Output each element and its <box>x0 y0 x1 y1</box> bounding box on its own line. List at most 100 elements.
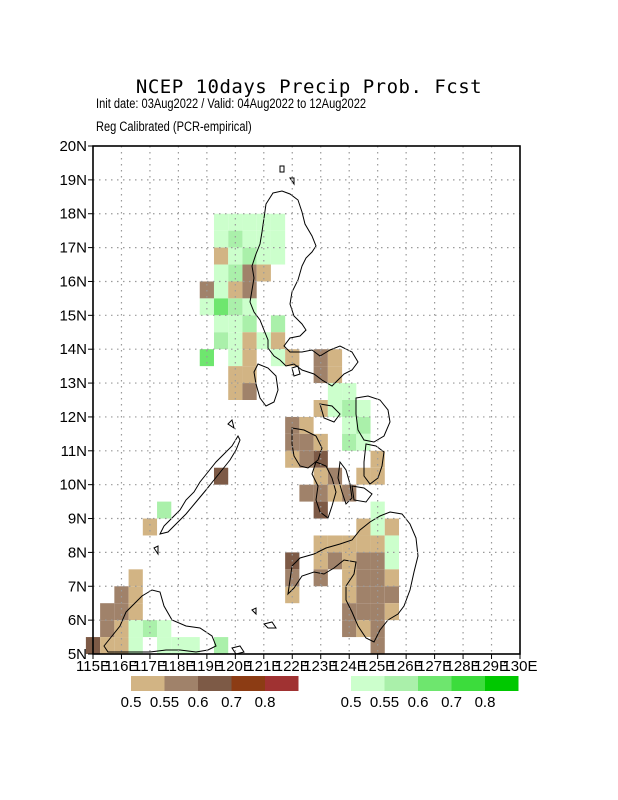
probability-cell <box>228 213 243 231</box>
lat-label: 15N <box>59 307 87 324</box>
probability-cell <box>228 298 243 316</box>
probability-cell <box>128 620 143 638</box>
probability-cell <box>370 586 385 604</box>
probability-cell <box>313 535 328 553</box>
probability-cell <box>342 603 357 621</box>
probability-cell <box>228 315 243 333</box>
probability-cell <box>313 400 328 417</box>
probability-cell <box>327 349 343 367</box>
probability-cell <box>128 586 143 604</box>
probability-cell <box>384 552 400 570</box>
lon-label: 128E <box>446 658 481 675</box>
probability-cell <box>370 620 385 638</box>
probability-cell <box>228 332 243 350</box>
probability-cell <box>242 349 257 367</box>
probability-cell <box>384 535 400 553</box>
probability-cell <box>100 620 115 638</box>
lon-label: 129E <box>474 658 509 675</box>
probability-cell <box>213 247 229 265</box>
probability-cell <box>356 586 371 604</box>
lat-label: 16N <box>59 273 87 290</box>
probability-cell <box>270 230 286 248</box>
legend-swatch <box>351 676 385 691</box>
probability-cell <box>100 603 115 621</box>
graticule <box>93 146 520 654</box>
probability-cell <box>299 484 314 502</box>
probability-cell <box>356 400 371 417</box>
lon-label: 120E <box>218 658 253 675</box>
legend-label: 0.8 <box>475 694 496 711</box>
probability-cell <box>270 332 286 350</box>
probability-cell <box>114 603 129 621</box>
probability-cell <box>114 586 129 604</box>
legend-label: 0.5 <box>121 694 142 711</box>
longitude-labels: 115E116E117E118E119E120E121E122E123E124E… <box>76 658 537 675</box>
lat-label: 18N <box>59 206 87 223</box>
lon-label: 127E <box>417 658 452 675</box>
probability-cell <box>327 366 343 384</box>
legend-label: 0.8 <box>255 694 276 711</box>
lon-label: 125E <box>360 658 395 675</box>
legend-label: 0.7 <box>441 694 462 711</box>
probability-cell <box>213 281 229 299</box>
probability-cell <box>342 569 357 587</box>
probability-cell <box>128 603 143 621</box>
lon-label: 123E <box>303 658 338 675</box>
probability-cell <box>342 416 357 434</box>
lon-label: 117E <box>133 658 167 675</box>
lat-label: 7N <box>68 578 87 595</box>
probability-cell <box>242 332 257 350</box>
probability-cell <box>285 586 300 604</box>
lat-label: 5N <box>68 646 87 663</box>
probability-cell <box>185 637 200 654</box>
probability-cell <box>213 213 229 231</box>
legend-label: 0.5 <box>341 694 362 711</box>
latitude-labels: 5N 6N 7N 8N 9N 10N 11N 12N 13N 14N 15N 16N 17N 18N 19N… <box>59 138 87 663</box>
map-subtitle-dates: Init date: 03Aug2022 / Valid: 04Aug2022 … <box>96 96 367 111</box>
legend-swatch <box>131 676 165 691</box>
axis-ticks <box>88 145 521 659</box>
probability-cell <box>228 349 243 367</box>
probability-cell <box>199 281 214 299</box>
probability-cell <box>327 535 343 553</box>
probability-cell <box>157 637 172 654</box>
lat-label: 13N <box>59 375 87 392</box>
probability-cell <box>242 383 257 400</box>
probability-cell <box>370 603 385 621</box>
lat-label: 6N <box>68 612 87 629</box>
probability-cell <box>342 383 357 400</box>
probability-cell <box>213 298 229 316</box>
legend-label: 0.6 <box>188 694 209 711</box>
probability-cell <box>342 620 357 638</box>
probability-cell <box>213 264 229 282</box>
probability-cell <box>242 230 257 248</box>
lon-label: 122E <box>275 658 310 675</box>
legend-label: 0.55 <box>370 694 399 711</box>
probability-cell <box>327 467 343 485</box>
probability-cell <box>128 637 143 654</box>
probability-cell <box>299 433 314 451</box>
probability-cell <box>228 230 243 248</box>
legend-swatch <box>198 676 232 691</box>
lat-label: 12N <box>59 409 87 426</box>
lat-label: 19N <box>59 172 87 189</box>
probability-cell <box>356 535 371 553</box>
lon-label: 124E <box>332 658 367 675</box>
probability-cell <box>199 298 214 316</box>
lon-label: 116E <box>105 658 139 675</box>
legend-wet: 0.5 0.55 0.6 0.7 0.8 <box>341 676 519 711</box>
probability-cell <box>242 366 257 384</box>
legend-swatch <box>418 676 452 691</box>
probability-cell <box>384 569 400 587</box>
legend-swatch <box>384 676 418 691</box>
probability-cell <box>142 620 158 638</box>
probability-cell <box>228 383 243 400</box>
probability-cell <box>384 586 400 604</box>
probability-cell <box>342 433 357 451</box>
legend-label: 0.7 <box>221 694 242 711</box>
probability-cell <box>384 518 400 536</box>
probability-cell <box>370 501 385 519</box>
probability-cell <box>342 400 357 417</box>
probability-cell <box>256 332 271 350</box>
